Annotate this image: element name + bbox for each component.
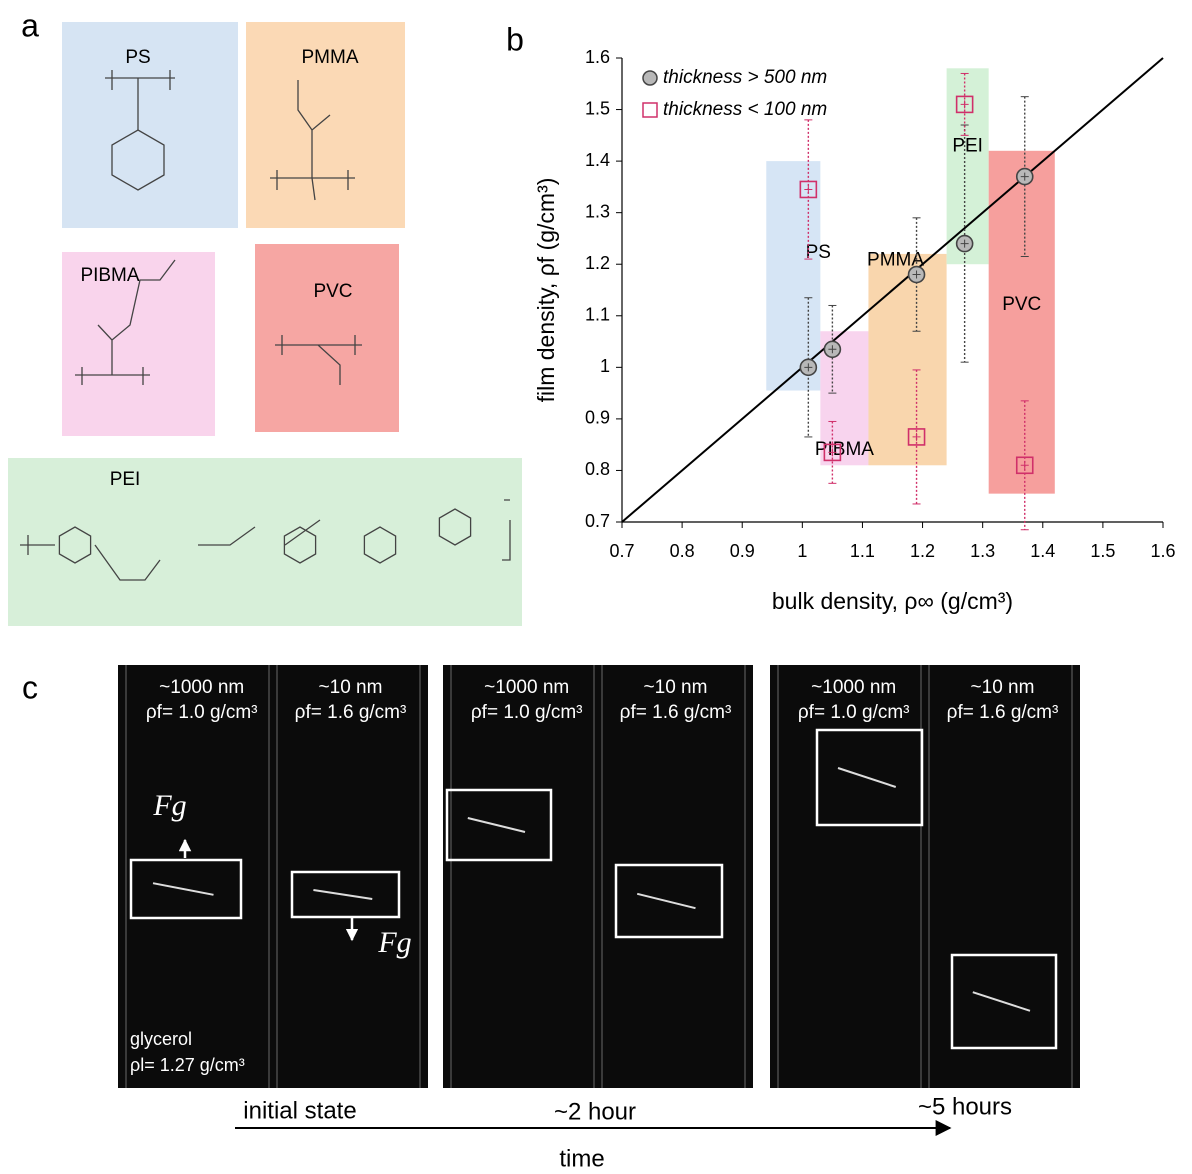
y-tick-label: 1.4 [585,150,610,170]
x-tick-label: 1.4 [1030,541,1055,561]
x-tick-label: 1.3 [970,541,995,561]
thickness-label: ~10 nm [644,677,708,698]
y-tick-label: 0.7 [585,511,610,531]
legend-marker [643,71,657,85]
thickness-label: ~1000 nm [159,677,244,698]
panel-label: c [22,669,38,705]
density-label: ρf= 1.6 g/cm³ [295,702,407,723]
y-tick-label: 1.2 [585,253,610,273]
y-axis-label: film density, ρf (g/cm³) [533,178,559,403]
photo [443,665,753,1088]
structure-box [8,458,522,626]
thickness-label: ~1000 nm [484,677,569,698]
panel-label: b [506,21,524,57]
thickness-label: ~10 nm [319,677,383,698]
structure-name: PVC [313,281,352,302]
x-tick-label: 1.6 [1150,541,1175,561]
y-tick-label: 1.1 [585,305,610,325]
x-tick-label: 0.8 [670,541,695,561]
y-tick-label: 0.8 [585,459,610,479]
structures-panel: PS PMMA PIBMA PVC PEI [8,22,522,626]
density-label: ρf= 1.0 g/cm³ [146,702,258,723]
region-label: PEI [952,136,983,157]
y-tick-label: 0.9 [585,408,610,428]
photo [118,665,428,1088]
structure-name: PMMA [302,47,359,68]
density-label: ρf= 1.0 g/cm³ [471,702,583,723]
y-tick-label: 1.6 [585,47,610,67]
y-tick-label: 1 [600,356,610,376]
force-label: Fg [377,926,411,959]
time-label: initial state [243,1097,356,1124]
structure-name: PEI [110,469,141,490]
medium-name: glycerol [130,1029,192,1049]
legend-label: thickness > 500 nm [663,67,827,88]
density-label: ρf= 1.0 g/cm³ [798,702,910,723]
structure-name: PS [125,47,150,68]
y-tick-label: 1.3 [585,201,610,221]
x-tick-label: 0.7 [609,541,634,561]
x-tick-label: 1.2 [910,541,935,561]
region [947,68,989,264]
figure: abcPSPMMAPIBMAPVCPEIPSPIBMAPMMAPEIPVC0.7… [0,0,1192,1174]
x-axis-label: bulk density, ρ∞ (g/cm³) [772,588,1013,614]
region [989,151,1055,494]
panel-label: a [21,7,39,43]
region-label: PS [806,242,831,263]
x-tick-label: 1.5 [1090,541,1115,561]
legend-label: thickness < 100 nm [663,99,827,120]
region-label: PVC [1002,294,1041,315]
structure-name: PIBMA [80,265,139,286]
legend-marker [643,103,657,117]
time-axis-label: time [559,1145,604,1172]
medium-density: ρl= 1.27 g/cm³ [130,1055,245,1075]
force-label: Fg [152,789,186,822]
photo [770,665,1080,1088]
x-tick-label: 1 [797,541,807,561]
density-label: ρf= 1.6 g/cm³ [947,702,1059,723]
structure-box [255,244,399,432]
thickness-label: ~10 nm [971,677,1035,698]
x-tick-label: 1.1 [850,541,875,561]
density-label: ρf= 1.6 g/cm³ [620,702,732,723]
time-label: ~2 hour [554,1098,636,1125]
region [766,161,820,390]
thickness-label: ~1000 nm [811,677,896,698]
y-tick-label: 1.5 [585,98,610,118]
x-tick-label: 0.9 [730,541,755,561]
time-label: ~5 hours [918,1093,1012,1120]
region [868,254,946,465]
